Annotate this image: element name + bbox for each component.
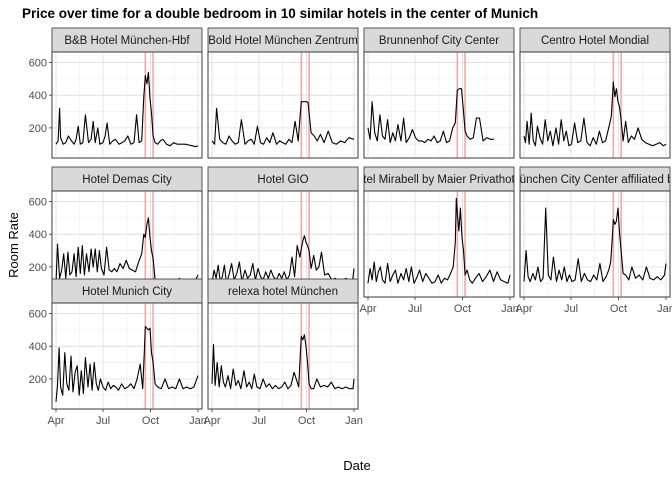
strip-label: Hotel München City Center affiliated by …: [480, 174, 672, 186]
series-line: [55, 71, 199, 148]
y-tick-label: 600: [29, 58, 47, 70]
strip-label: B&B Hotel München-Hbf: [64, 35, 190, 47]
facet-panel: Hotel München City Center affiliated by …: [480, 166, 672, 315]
x-tick-label: Apr: [515, 303, 532, 315]
series-line: [523, 81, 667, 147]
x-axis-label: Date: [343, 458, 370, 473]
strip-label: Hotel Demas City: [82, 174, 172, 186]
facet-panel: Bold Hotel München Zentrum: [207, 27, 359, 159]
facet-panel: Brunnenhof City Center: [363, 27, 515, 159]
strip-label: relexa hotel München: [228, 286, 338, 298]
facet-panel: B&B Hotel München-Hbf 200 400 600: [29, 27, 203, 159]
series-line: [211, 101, 355, 145]
x-tick-label: Apr: [359, 303, 376, 315]
series-line: [211, 334, 355, 390]
panel-border: [207, 302, 359, 410]
panel-border: [363, 51, 515, 159]
y-tick-label: 600: [29, 309, 47, 321]
panel-border: [519, 190, 671, 298]
x-tick-label: Jan: [501, 303, 519, 315]
strip-box: [363, 27, 515, 53]
y-tick-label: 400: [29, 229, 47, 241]
series-line: [55, 326, 199, 402]
x-tick-label: Apr: [47, 415, 64, 427]
x-tick-label: Oct: [142, 415, 159, 427]
x-tick-label: Jul: [96, 415, 110, 427]
strip-box: [519, 27, 671, 53]
y-axis-label: Room Rate: [6, 212, 21, 278]
strip-label: Hotel Mirabell by Maier Privathotels: [349, 174, 530, 186]
y-tick-label: 200: [29, 123, 47, 135]
panel-border: [51, 51, 203, 159]
x-tick-label: Oct: [298, 415, 315, 427]
panel-border: [363, 190, 515, 298]
series-line: [211, 235, 355, 284]
y-tick-label: 200: [29, 374, 47, 386]
series-line: [523, 207, 667, 283]
strip-box: [207, 27, 359, 53]
facet-panel: relexa hotel München Apr Jul Oct Jan: [203, 278, 363, 427]
panel-border: [207, 51, 359, 159]
panel-border: [51, 302, 203, 410]
panel-border: [519, 51, 671, 159]
strip-box: [207, 278, 359, 304]
x-tick-label: Jan: [345, 415, 363, 427]
x-tick-label: Jan: [189, 415, 207, 427]
strip-box: [51, 166, 203, 192]
series-line: [367, 88, 494, 144]
strip-box: [51, 278, 203, 304]
strip-label: Centro Hotel Mondial: [541, 35, 649, 47]
strip-label: Bold Hotel München Zentrum: [208, 35, 358, 47]
y-tick-label: 400: [29, 90, 47, 102]
strip-box: [363, 166, 515, 192]
facet-panel: Hotel Demas City 200 400 600: [29, 166, 203, 298]
strip-box: [207, 166, 359, 192]
facet-panel: Hotel GIO: [207, 166, 359, 298]
facet-panel: Centro Hotel Mondial: [519, 27, 671, 159]
strip-label: Hotel GIO: [257, 174, 308, 186]
x-tick-label: Jul: [564, 303, 578, 315]
x-tick-label: Oct: [610, 303, 627, 315]
chart-title: Price over time for a double bedroom in …: [22, 6, 538, 21]
strip-label: Brunnenhof City Center: [379, 35, 499, 47]
facet-panel: Hotel Munich City 200 400 600 Apr Jul Oct Jan: [29, 278, 207, 427]
x-tick-label: Oct: [454, 303, 471, 315]
strip-box: [51, 27, 203, 53]
x-tick-label: Jan: [657, 303, 672, 315]
series-line: [367, 197, 511, 284]
y-tick-label: 600: [29, 197, 47, 209]
y-tick-label: 400: [29, 341, 47, 353]
x-tick-label: Jul: [252, 415, 266, 427]
facet-panels: B&B Hotel München-Hbf 200 400 600 Bold Hotel…: [29, 27, 672, 427]
x-tick-label: Apr: [203, 415, 220, 427]
strip-label: Hotel Munich City: [82, 286, 172, 298]
x-tick-label: Jul: [408, 303, 422, 315]
strip-box: [519, 166, 671, 192]
y-tick-label: 200: [29, 262, 47, 274]
